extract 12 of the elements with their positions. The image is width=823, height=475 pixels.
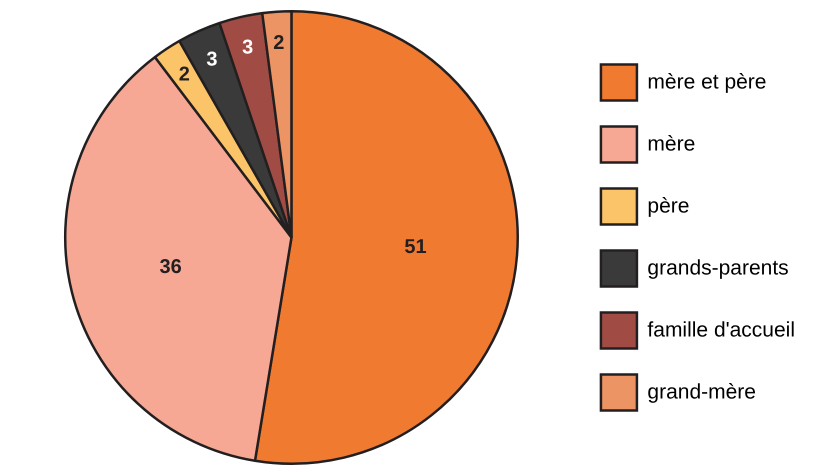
legend-label: grands-parents [647, 256, 789, 280]
data-label: 3 [206, 48, 218, 70]
legend-label: père [647, 194, 690, 218]
data-label: 3 [242, 36, 254, 58]
data-label: 36 [160, 256, 182, 278]
data-label: 2 [273, 32, 284, 54]
legend-label: grand-mère [647, 380, 756, 404]
legend-label: mère et père [647, 70, 766, 94]
legend-label: famille d'accueil [647, 318, 796, 342]
data-label: 51 [404, 236, 427, 258]
data-label: 2 [178, 64, 190, 86]
legend-label: mère [647, 132, 696, 156]
